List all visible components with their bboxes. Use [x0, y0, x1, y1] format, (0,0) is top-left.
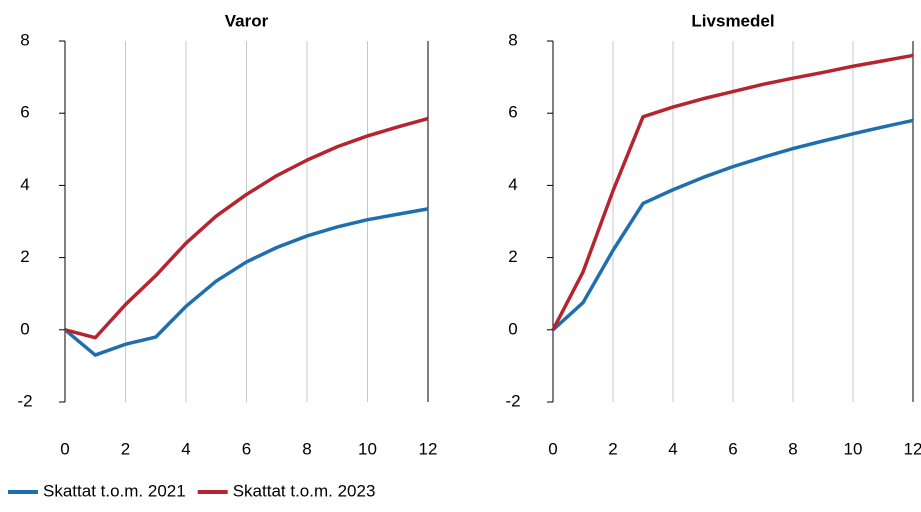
- x-tick-label: 4: [668, 439, 677, 458]
- y-tick-label: 2: [508, 247, 517, 266]
- x-tick-label: 8: [302, 439, 311, 458]
- y-tick-label: 4: [20, 175, 29, 194]
- y-tick-label: -2: [17, 391, 32, 410]
- x-tick-label: 2: [608, 439, 617, 458]
- x-tick-label: 4: [181, 439, 190, 458]
- legend-label: Skattat t.o.m. 2023: [233, 481, 376, 500]
- y-tick-label: -2: [505, 391, 520, 410]
- x-tick-label: 10: [844, 439, 863, 458]
- y-tick-label: 4: [508, 175, 517, 194]
- series-line: [551, 53, 914, 331]
- x-tick-label: 12: [419, 439, 438, 458]
- x-tick-label: 6: [728, 439, 737, 458]
- y-tick-label: 8: [508, 30, 517, 49]
- y-tick-label: 2: [20, 247, 29, 266]
- chart-title: Livsmedel: [691, 11, 774, 30]
- x-tick-label: 10: [358, 439, 377, 458]
- y-tick-label: 0: [508, 319, 517, 338]
- x-tick-label: 0: [60, 439, 69, 458]
- y-tick-label: 6: [20, 103, 29, 122]
- x-tick-label: 0: [548, 439, 557, 458]
- series-line: [64, 116, 429, 340]
- series-line: [551, 118, 914, 332]
- legend-label: Skattat t.o.m. 2021: [43, 481, 186, 500]
- chart-title: Varor: [225, 11, 269, 30]
- x-tick-label: 2: [121, 439, 130, 458]
- x-tick-label: 12: [904, 439, 921, 458]
- y-tick-label: 8: [20, 30, 29, 49]
- x-tick-label: 8: [788, 439, 797, 458]
- y-tick-label: 0: [20, 319, 29, 338]
- y-tick-label: 6: [508, 103, 517, 122]
- series-line: [63, 207, 429, 357]
- x-tick-label: 6: [242, 439, 251, 458]
